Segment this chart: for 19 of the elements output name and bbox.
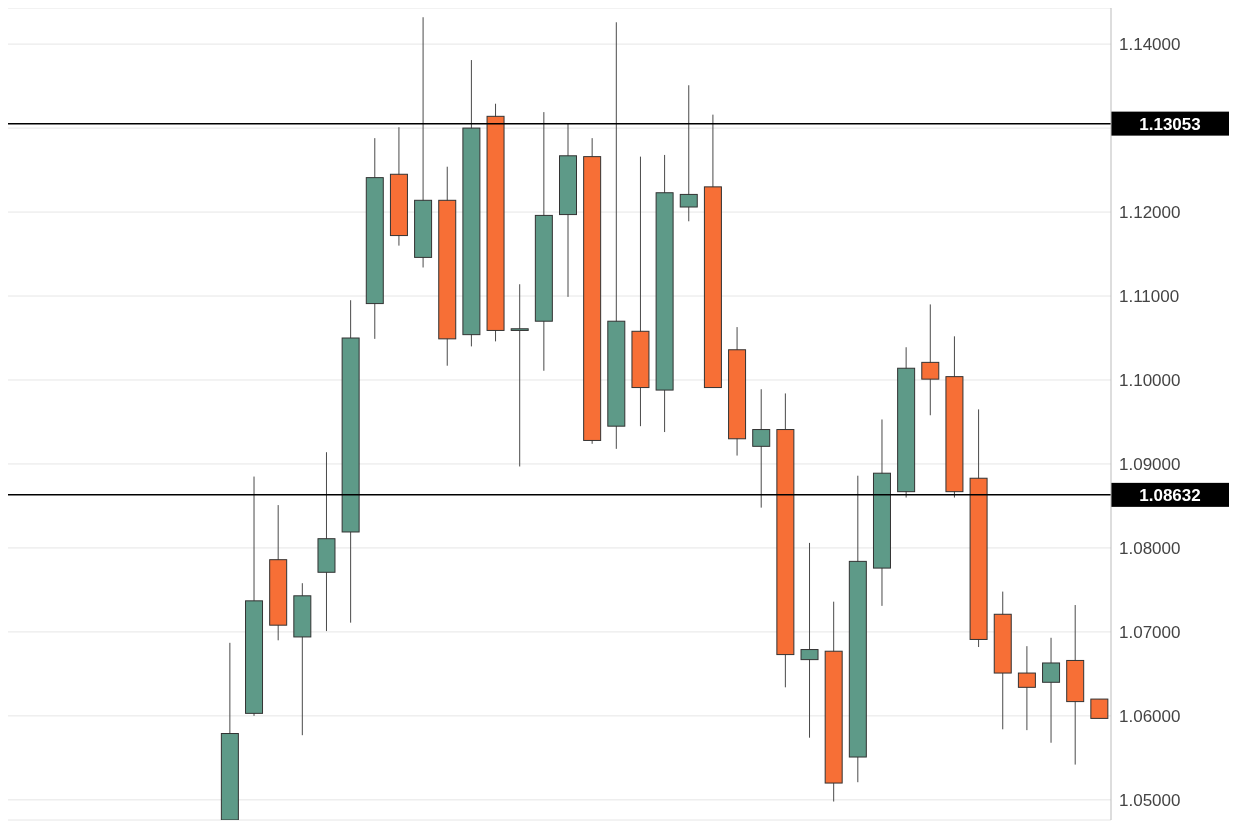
candlestick [752, 388, 771, 509]
y-tick-label: 1.14000 [1119, 35, 1181, 55]
candlestick [1017, 645, 1036, 731]
y-tick-label: 1.07000 [1119, 622, 1181, 642]
ref-line-label: 1.08632 [1139, 485, 1201, 505]
y-tick-label: 1.06000 [1119, 706, 1181, 726]
y-tick-label: 1.08000 [1119, 538, 1181, 558]
candlestick [1090, 698, 1109, 719]
candlestick [510, 283, 529, 467]
y-tick-label: 1.10000 [1119, 371, 1181, 391]
y-tick-label: 1.09000 [1119, 455, 1181, 474]
candlestick [800, 542, 819, 739]
candlestick [921, 303, 940, 416]
candlestick [679, 84, 698, 222]
y-tick-label: 1.05000 [1119, 790, 1181, 810]
y-tick-label: 1.12000 [1119, 203, 1181, 223]
y-tick-label: 1.11000 [1119, 287, 1180, 307]
ref-line-label: 1.13053 [1139, 114, 1201, 134]
candlestick [1042, 637, 1061, 744]
